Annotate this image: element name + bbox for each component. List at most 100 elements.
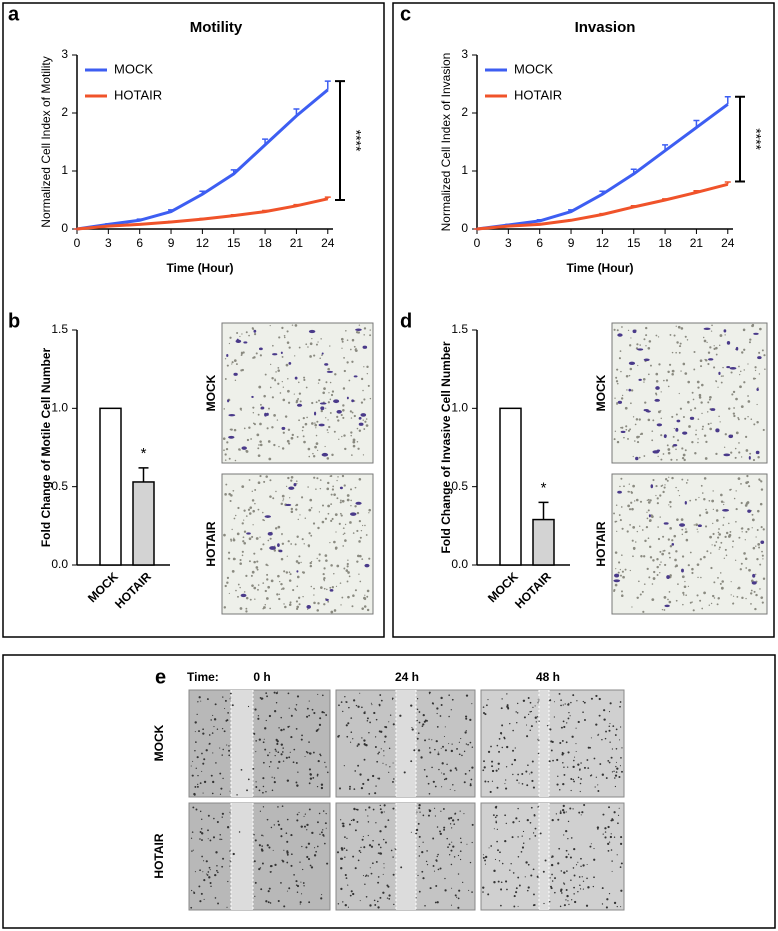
cell [526,889,529,892]
cell [363,711,366,715]
cell [301,734,303,737]
cell [219,838,221,841]
cell [348,379,351,382]
cell [610,849,613,851]
cell [211,732,214,734]
cell [285,485,288,488]
cell [210,885,212,888]
stained-cell [663,434,667,439]
stained-cell [723,453,731,457]
cell [282,728,285,731]
cell [295,400,298,404]
cell [694,452,697,455]
cell [293,873,295,876]
cell [579,884,581,886]
cell [321,504,325,507]
cell [374,746,377,748]
cell [565,855,568,859]
cell [685,538,689,542]
cell [205,873,207,875]
cell [344,856,346,858]
cell [570,837,573,839]
cell [300,881,302,883]
stained-cell [666,575,670,579]
cell [307,447,311,451]
cell [270,579,274,583]
cell [685,528,687,530]
stained-cell [240,593,247,598]
cell [387,819,390,822]
cell [302,416,305,420]
cell [288,756,291,759]
cell [347,722,350,725]
cell [285,832,288,835]
cell [290,475,294,479]
cell [577,861,579,863]
cell [341,474,345,478]
cell [294,324,298,327]
cell [463,781,466,784]
cell [444,889,447,892]
time-label: Time: [187,670,219,684]
cell [663,609,666,611]
cell [544,859,547,862]
cell [535,721,537,723]
cell [300,893,303,895]
cell [357,764,360,767]
cell [293,748,296,751]
cell [362,782,365,786]
cell [482,854,484,856]
cell [286,861,289,864]
cell [630,501,633,504]
cell [667,451,671,455]
legend-label: HOTAIR [114,87,162,102]
error-bar [538,501,549,520]
cell [444,877,446,880]
cell [720,375,723,377]
cell [469,861,472,864]
cell [367,875,369,877]
cell [432,837,435,840]
cell [568,903,570,906]
y-tick-label: 0 [461,221,468,235]
cell [290,510,294,514]
series-line [76,197,329,231]
cell [549,728,552,731]
cell [739,374,741,376]
cell [212,836,216,839]
cell [667,598,669,601]
cell [305,386,308,389]
significance-label: **** [748,128,764,150]
cell [601,738,603,741]
cell [328,392,330,394]
cell [628,491,631,493]
cell [567,853,570,855]
cell [668,363,672,366]
cell [428,810,431,813]
cell [248,426,251,429]
cell [269,495,272,498]
cell [329,398,332,401]
cell [686,339,689,341]
cell [203,879,206,882]
cell [263,480,266,483]
cell [266,578,269,581]
cell [340,337,344,341]
stained-cell [655,386,660,390]
cell [561,808,565,812]
cell [327,771,329,774]
cell [303,885,305,887]
cell [349,488,353,491]
cell [340,847,344,850]
cell [313,587,315,590]
cell [643,381,645,383]
cell [226,744,228,746]
cell [664,563,667,567]
cell [428,747,431,749]
cell [712,490,714,492]
cell [632,484,635,488]
stained-cell [751,581,757,585]
cell [233,517,236,520]
cell [377,777,379,779]
cell [562,804,565,808]
